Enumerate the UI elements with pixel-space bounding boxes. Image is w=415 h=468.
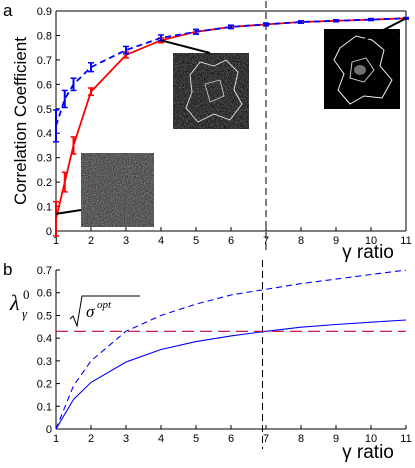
x-tick-label: 6 [228,235,234,247]
y-tick-label: 0.8 [37,30,52,42]
inset-leader-lines [55,17,407,215]
y-tick-label: 0.1 [37,401,52,413]
x-axis-label: γ ratio [342,242,394,263]
ylabel-lambda: λ [9,290,20,315]
x-axis-label: γ ratio [342,442,394,463]
y-tick-label: 0.5 [37,104,52,116]
panel-b-label: b [3,260,12,279]
x-tick-label: 2 [88,235,94,247]
panel-b-ylabel: λ 0 γ [9,287,30,321]
ylabel-superscript: 0 [23,287,30,302]
x-tick-label: 2 [88,433,94,445]
y-tick-label: 0.3 [37,356,52,368]
inset-high-leader [359,17,407,43]
series-line-0 [55,319,407,430]
y-tick-label: 0.4 [37,128,52,140]
inset-noise-image [81,153,154,227]
x-tick-label: 8 [298,433,304,445]
x-tick-label: 3 [123,235,129,247]
hline-label: σ opt [69,295,140,328]
x-tick-label: 9 [333,235,339,247]
x-tick-label: 5 [193,433,199,445]
inset-noise-leader [55,209,82,215]
x-tick-label: 5 [193,235,199,247]
y-tick-label: 0.4 [37,333,52,345]
x-tick-label: 10 [365,235,377,247]
y-tick-label: 0.2 [37,379,52,391]
y-tick-label: 0.2 [37,177,52,189]
panel-a-insets [55,17,407,227]
inset-medium-image [173,53,249,129]
y-tick-label: 0.7 [37,55,52,67]
hline-label-opt: opt [97,299,112,311]
x-tick-label: 4 [158,235,164,247]
ylabel-subscript: γ [22,306,28,321]
x-tick-label: 11 [400,235,411,247]
y-tick-label: 0 [46,424,52,436]
x-tick-label: 1 [53,433,59,445]
x-tick-label: 7 [263,235,269,247]
inset-high-image [324,29,400,109]
x-tick-label: 4 [158,433,164,445]
x-tick-label: 7 [263,433,269,445]
x-tick-label: 11 [400,433,411,445]
y-tick-label: 0.9 [37,6,52,18]
panel-a: a 1 2 3 4 5 6 7 8 9 10 11 0 0.1 0.2 0.3 0.4 0.5 0.6 0.7 0.8… [3,1,412,263]
x-tick-label: 10 [365,433,377,445]
x-tick-label: 1 [53,235,59,247]
inset-medium-leader [160,39,211,54]
panel-a-label: a [3,1,13,20]
panel-a-marks: 1 2 3 4 5 6 7 8 9 10 11 0 0.1 0.2 0.3 0.4 0.5 0.6 0.7 0.8 0.… [11,1,412,263]
series-line-1 [55,269,407,430]
y-tick-label: 0.5 [37,310,52,322]
y-axis-label: Correlation Coefficient [11,37,30,205]
hline-label-sigma: σ [86,302,95,321]
panel-b: b 1 2 3 4 5 6 7 8 9 10 11 0 0.1 0.2 0.3 0.4 0.5 0.6 0.7 γ r… [3,260,412,463]
x-tick-label: 3 [123,433,129,445]
y-tick-label: 0.3 [37,153,52,165]
y-tick-label: 0.6 [37,288,52,300]
y-tick-label: 0.7 [37,265,52,277]
x-tick-label: 9 [333,433,339,445]
x-tick-label: 8 [298,235,304,247]
y-tick-label: 0.1 [37,202,52,214]
y-tick-label: 0 [46,226,52,238]
y-tick-label: 0.6 [37,79,52,91]
panel-b-marks: 1 2 3 4 5 6 7 8 9 10 11 0 0.1 0.2 0.3 0.4 0.5 0.6 0.7 γ rat… [37,260,412,463]
x-tick-label: 6 [228,433,234,445]
